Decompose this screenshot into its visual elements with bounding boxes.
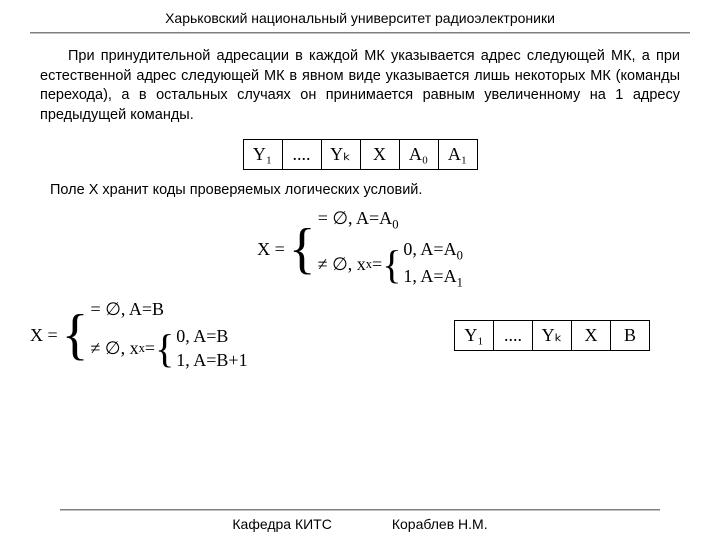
format-table-1: Y₁ .... Yₖ X A₀ A₁ <box>243 139 478 170</box>
footer-separator <box>60 509 660 512</box>
t2-c4: B <box>611 320 650 350</box>
page-footer: Кафедра КИТС Кораблев Н.М. <box>0 509 720 532</box>
t1-c3: X <box>360 140 399 170</box>
bottom-row: X = { = ∅, A=B ≠ ∅, xx = { 0, A=B 1, A=B… <box>30 299 690 371</box>
t1-c1: .... <box>282 140 321 170</box>
eq1-inner-cases: 0, A=A0 1, A=A1 <box>403 239 462 291</box>
footer-department: Кафедра КИТС <box>232 516 331 532</box>
eq1-case1: = ∅, A=A0 <box>318 208 463 233</box>
eq1-brace: { <box>289 227 318 272</box>
eq2-inner1: 0, A=B <box>176 326 247 347</box>
format-table-2: Y₁ .... Yₖ X B <box>454 320 650 351</box>
eq1-inner2: 1, A=A1 <box>403 266 462 291</box>
eq1-inner-brace: { <box>382 248 403 282</box>
t1-c4: A₀ <box>399 140 438 170</box>
t1-c5: A₁ <box>438 140 477 170</box>
eq2-inner-brace: { <box>155 332 176 366</box>
eq2-brace: { <box>62 313 91 358</box>
eq2-cases: = ∅, A=B ≠ ∅, xx = { 0, A=B 1, A=B+1 <box>91 299 248 371</box>
equation-1-wrapper: X = { = ∅, A=A0 ≠ ∅, xx = { 0, A=A0 1, A… <box>0 208 720 291</box>
paragraph-1: При принудительной адресации в каждой МК… <box>40 47 680 125</box>
equation-1: X = { = ∅, A=A0 ≠ ∅, xx = { 0, A=A0 1, A… <box>257 208 463 291</box>
t1-c0: Y₁ <box>243 140 282 170</box>
t2-c1: .... <box>494 320 533 350</box>
t1-c2: Yₖ <box>321 140 360 170</box>
t2-c3: X <box>572 320 611 350</box>
eq1-cases: = ∅, A=A0 ≠ ∅, xx = { 0, A=A0 1, A=A1 <box>318 208 463 291</box>
eq2-inner-cases: 0, A=B 1, A=B+1 <box>176 326 247 371</box>
eq2-case1: = ∅, A=B <box>91 299 248 320</box>
page-header: Харьковский национальный университет рад… <box>0 0 720 32</box>
footer-text: Кафедра КИТС Кораблев Н.М. <box>0 516 720 532</box>
eq2-lhs: X = <box>30 325 62 346</box>
eq1-lhs: X = <box>257 239 289 260</box>
eq1-case2: ≠ ∅, xx = { 0, A=A0 1, A=A1 <box>318 239 463 291</box>
footer-author: Кораблев Н.М. <box>392 516 488 532</box>
eq2-inner2: 1, A=B+1 <box>176 350 247 371</box>
table1-wrapper: Y₁ .... Yₖ X A₀ A₁ <box>0 139 720 170</box>
paragraph-2: Поле Х хранит коды проверяемых логически… <box>40 182 680 198</box>
table2-wrapper: Y₁ .... Yₖ X B <box>454 320 650 351</box>
eq1-inner1: 0, A=A0 <box>403 239 462 264</box>
header-separator <box>30 32 690 35</box>
eq2-case2: ≠ ∅, xx = { 0, A=B 1, A=B+1 <box>91 326 248 371</box>
t2-c0: Y₁ <box>455 320 494 350</box>
equation-2: X = { = ∅, A=B ≠ ∅, xx = { 0, A=B 1, A=B… <box>30 299 248 371</box>
t2-c2: Yₖ <box>533 320 572 350</box>
